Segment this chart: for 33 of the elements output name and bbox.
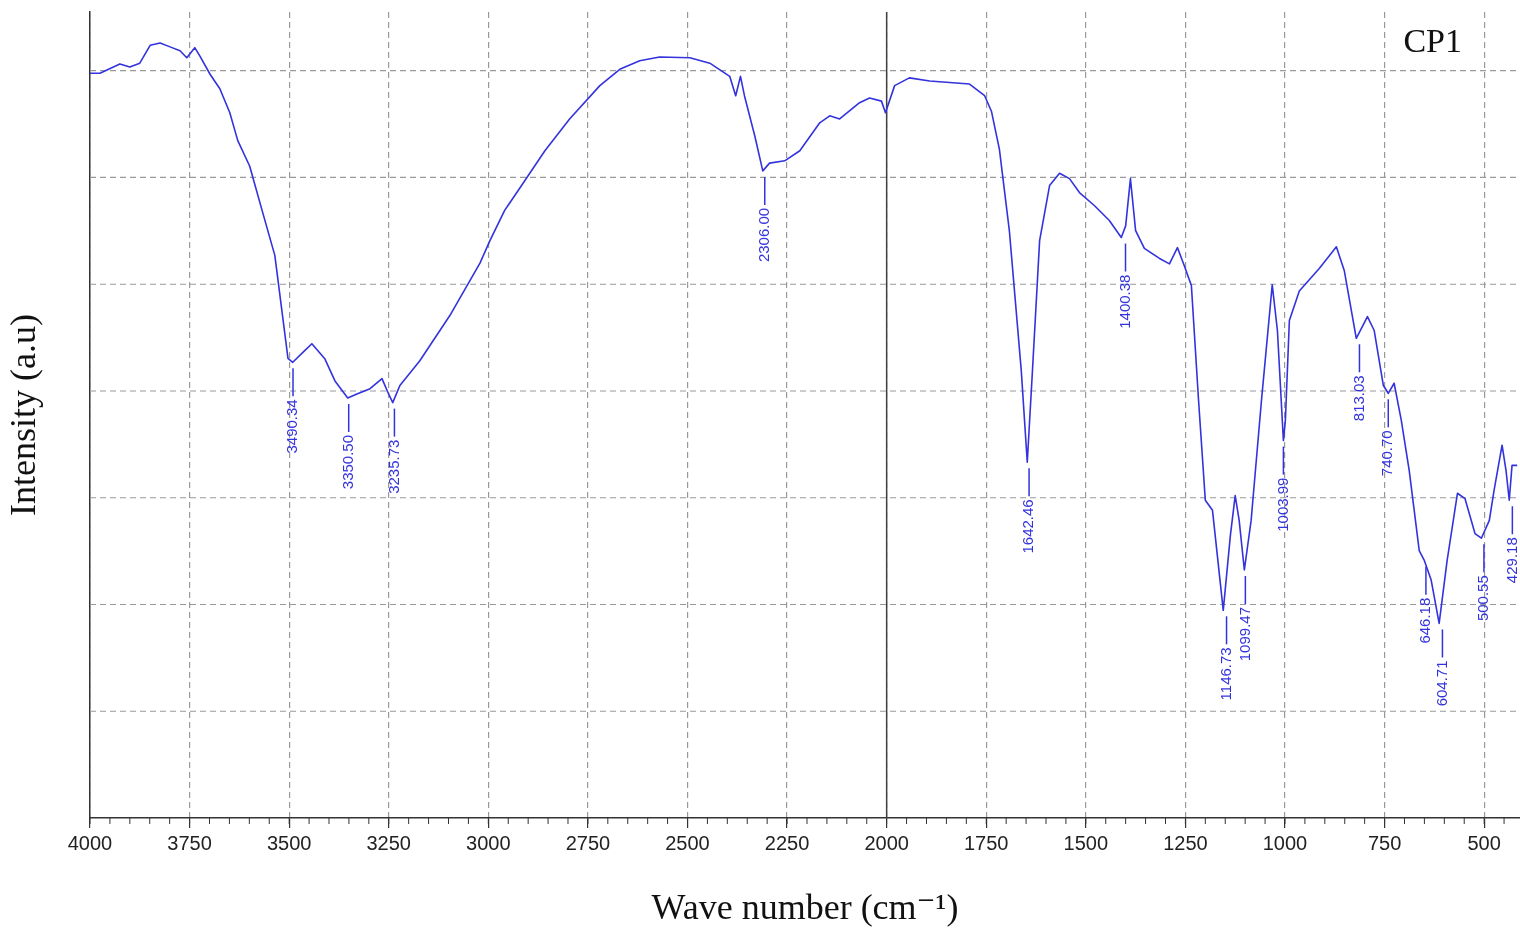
- annotation: 813.03: [1349, 375, 1367, 422]
- x-axis-title: Wave number (cm⁻¹): [651, 886, 959, 927]
- x-tick-label: 1750: [963, 831, 1009, 854]
- annotation: 3490.34: [283, 399, 301, 454]
- x-tick-label: 1000: [1262, 831, 1308, 854]
- y-axis-title: Intensity (a.u): [3, 314, 44, 516]
- annotation: CP1: [1403, 21, 1462, 59]
- x-tick-label: 1500: [1063, 831, 1109, 854]
- annotation: 500.55: [1474, 575, 1492, 622]
- annotation: 646.18: [1416, 597, 1434, 644]
- annotation: 1003.99: [1273, 477, 1291, 532]
- x-tick-label: 3000: [466, 831, 511, 854]
- x-tick-label: 2500: [665, 831, 710, 854]
- x-tick-label: 1250: [1163, 831, 1208, 854]
- annotation: 604.71: [1432, 660, 1450, 707]
- x-tick-label: 2000: [864, 831, 909, 854]
- annotation: 3235.73: [384, 439, 402, 494]
- annotation: 2306.00: [754, 207, 772, 263]
- annotation: 3350.50: [338, 434, 356, 490]
- annotation: 740.70: [1378, 430, 1396, 477]
- x-tick-label: 3750: [167, 831, 212, 854]
- x-tick-label: 2250: [764, 831, 810, 854]
- x-tick-label: 3250: [366, 831, 411, 854]
- annotation: 429.18: [1502, 537, 1520, 584]
- x-tick-label: 750: [1367, 831, 1402, 854]
- annotation: 1099.47: [1235, 607, 1253, 662]
- x-tick-label: 4000: [67, 831, 113, 854]
- x-tick-label: 2750: [565, 831, 611, 854]
- annotation: 1146.73: [1216, 647, 1234, 701]
- annotation: 1400.38: [1115, 274, 1133, 329]
- annotation: 1642.46: [1019, 499, 1037, 554]
- x-tick-label: 500: [1467, 831, 1501, 854]
- x-tick-label: 3500: [266, 831, 312, 854]
